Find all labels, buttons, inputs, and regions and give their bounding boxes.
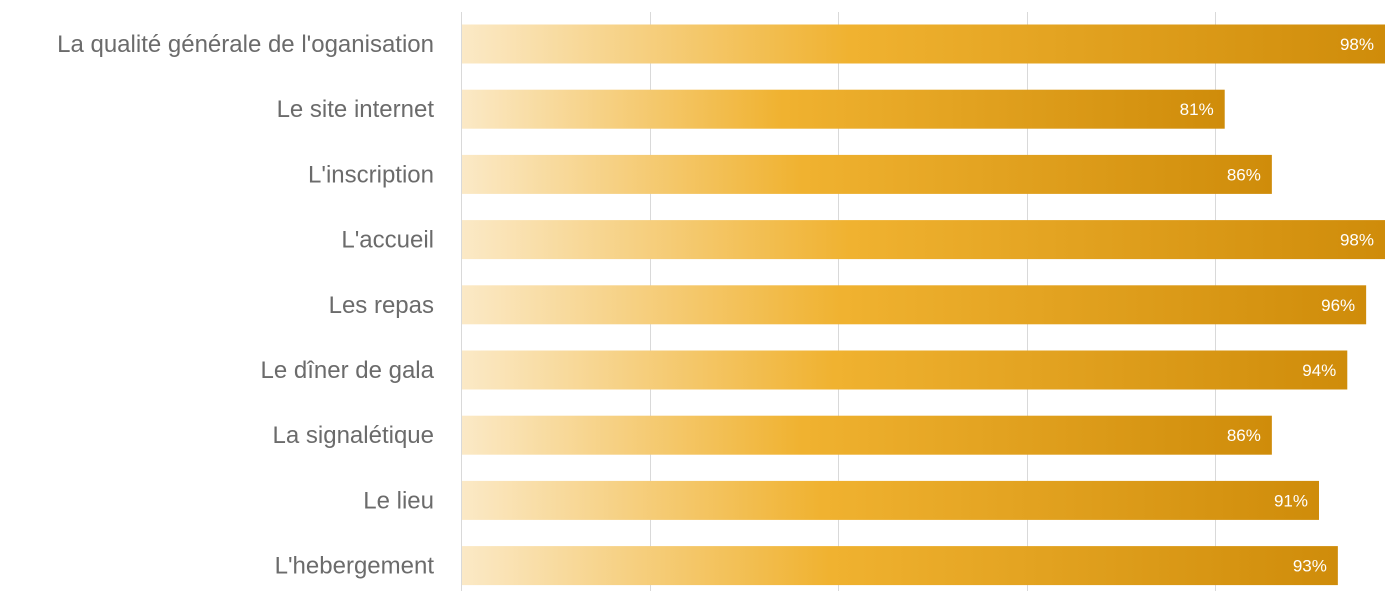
category-label: Le lieu bbox=[363, 487, 434, 514]
category-label: La qualité générale de l'oganisation bbox=[57, 31, 434, 58]
bar bbox=[462, 546, 1338, 586]
bar bbox=[462, 480, 1319, 520]
value-label: 94% bbox=[1302, 361, 1336, 380]
bar bbox=[462, 89, 1225, 129]
bars bbox=[462, 24, 1385, 586]
category-label: Les repas bbox=[329, 292, 434, 319]
value-label: 93% bbox=[1293, 557, 1327, 576]
value-label: 81% bbox=[1180, 100, 1214, 119]
bar bbox=[462, 350, 1348, 390]
category-label: L'accueil bbox=[341, 227, 434, 254]
bar bbox=[462, 24, 1385, 64]
value-label: 98% bbox=[1340, 35, 1374, 54]
value-labels: 98% 81% 86% 98% 96% 94% 86% 91% 93% bbox=[1180, 35, 1374, 576]
bar bbox=[462, 220, 1385, 260]
bar bbox=[462, 415, 1272, 455]
value-label: 98% bbox=[1340, 231, 1374, 250]
category-labels: La qualité générale de l'oganisation Le s… bbox=[57, 31, 435, 580]
category-label: Le dîner de gala bbox=[261, 357, 435, 384]
bar bbox=[462, 285, 1367, 325]
value-label: 86% bbox=[1227, 165, 1261, 184]
category-label: La signalétique bbox=[273, 422, 434, 449]
value-label: 96% bbox=[1321, 296, 1355, 315]
value-label: 91% bbox=[1274, 491, 1308, 510]
category-label: Le site internet bbox=[277, 96, 435, 123]
value-label: 86% bbox=[1227, 426, 1261, 445]
bar bbox=[462, 154, 1272, 194]
category-label: L'inscription bbox=[308, 161, 434, 188]
category-label: L'hebergement bbox=[275, 553, 435, 580]
